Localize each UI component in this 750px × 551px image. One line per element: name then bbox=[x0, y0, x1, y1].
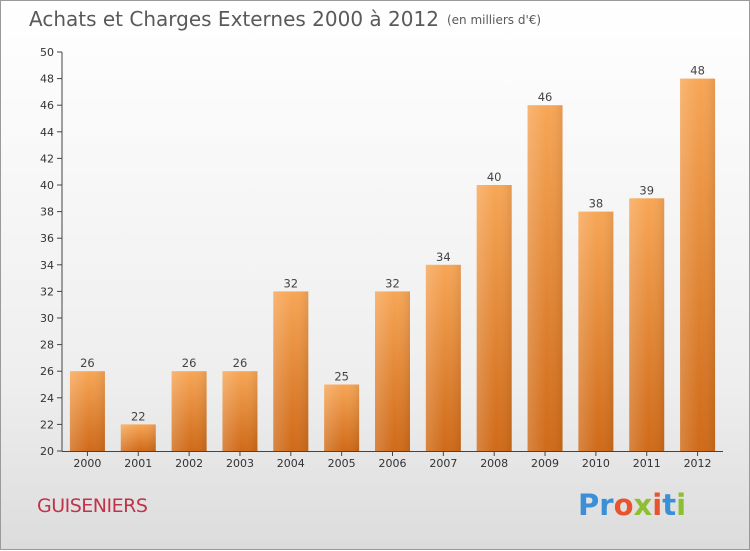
data-label: 34 bbox=[436, 250, 451, 264]
chart-subtitle: (en milliers d'€) bbox=[446, 13, 542, 27]
x-tick-label: 2005 bbox=[328, 457, 356, 470]
logo-letter: i bbox=[676, 488, 687, 522]
bar-shade bbox=[324, 384, 360, 451]
logo-letter: P bbox=[578, 488, 600, 522]
y-tick-label: 28 bbox=[40, 339, 54, 352]
bar-shade bbox=[69, 371, 105, 451]
logo-letter: t bbox=[662, 488, 677, 522]
data-label: 48 bbox=[690, 64, 705, 78]
bar-shade bbox=[375, 291, 410, 451]
data-label: 22 bbox=[131, 409, 146, 423]
x-tick-label: 2012 bbox=[684, 457, 712, 470]
logo-letter: i bbox=[652, 488, 663, 522]
data-label: 46 bbox=[538, 90, 553, 104]
logo-letter: o bbox=[613, 488, 634, 522]
y-tick-label: 24 bbox=[40, 392, 54, 405]
y-tick-label: 40 bbox=[40, 179, 54, 192]
y-tick-label: 36 bbox=[40, 232, 54, 245]
y-tick-label: 26 bbox=[40, 365, 54, 378]
y-tick-label: 38 bbox=[40, 206, 54, 219]
y-tick-label: 48 bbox=[40, 73, 54, 86]
y-tick-label: 20 bbox=[40, 445, 54, 458]
data-label: 25 bbox=[334, 370, 349, 384]
bar-shade bbox=[425, 264, 461, 451]
data-label: 32 bbox=[283, 276, 298, 290]
x-tick-label: 2002 bbox=[175, 457, 203, 470]
bar-shade bbox=[120, 424, 156, 451]
x-tick-label: 2006 bbox=[379, 457, 407, 470]
bar-shade bbox=[222, 371, 258, 451]
y-tick-label: 32 bbox=[40, 285, 54, 298]
y-tick-label: 44 bbox=[40, 126, 54, 139]
chart-title: Achats et Charges Externes 2000 à 2012 (e… bbox=[29, 7, 541, 31]
logo-letter: x bbox=[633, 488, 653, 522]
data-label: 26 bbox=[182, 356, 197, 370]
x-tick-label: 2001 bbox=[124, 457, 152, 470]
x-tick-label: 2007 bbox=[429, 457, 457, 470]
bar-shade bbox=[629, 198, 665, 451]
y-tick-label: 50 bbox=[40, 46, 54, 59]
bar-shade bbox=[527, 105, 563, 451]
y-tick-label: 34 bbox=[40, 259, 54, 272]
commune-name: GUISENIERS bbox=[37, 495, 148, 517]
data-label: 38 bbox=[589, 197, 604, 211]
bar-shade bbox=[476, 185, 512, 451]
data-label: 40 bbox=[487, 170, 502, 184]
bar-shade bbox=[171, 371, 207, 451]
x-tick-label: 2004 bbox=[277, 457, 305, 470]
bar-shade bbox=[680, 78, 716, 451]
title-text: Achats et Charges Externes 2000 à 2012 bbox=[29, 7, 439, 31]
x-tick-label: 2010 bbox=[582, 457, 610, 470]
x-tick-label: 2008 bbox=[480, 457, 508, 470]
y-tick-label: 46 bbox=[40, 99, 54, 112]
data-label: 26 bbox=[80, 356, 95, 370]
bar-shade bbox=[578, 211, 614, 451]
logo-letter: r bbox=[599, 488, 614, 522]
x-tick-label: 2011 bbox=[633, 457, 661, 470]
x-tick-label: 2003 bbox=[226, 457, 254, 470]
bar-shade bbox=[273, 291, 309, 451]
proxiti-logo: Proxiti bbox=[578, 488, 686, 522]
y-tick-label: 22 bbox=[40, 418, 54, 431]
data-label: 32 bbox=[385, 276, 400, 290]
x-tick-label: 2000 bbox=[73, 457, 101, 470]
data-label: 26 bbox=[233, 356, 248, 370]
y-tick-label: 30 bbox=[40, 312, 54, 325]
data-label: 39 bbox=[639, 183, 654, 197]
x-tick-label: 2009 bbox=[531, 457, 559, 470]
y-tick-label: 42 bbox=[40, 152, 54, 165]
